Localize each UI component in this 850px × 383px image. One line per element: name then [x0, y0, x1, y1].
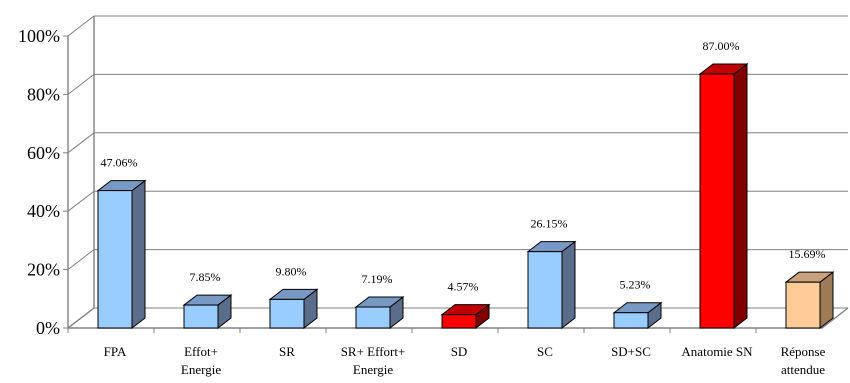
data-label: 9.80%: [276, 264, 307, 278]
bar-front: [183, 304, 219, 329]
bar: [526, 240, 577, 330]
bar: [698, 62, 749, 330]
gridline: [67, 73, 848, 95]
bar-front: [527, 251, 563, 329]
bar: [440, 303, 491, 330]
category-label: Energie: [181, 362, 221, 377]
y-tick-label: 20%: [27, 260, 60, 280]
bar: [784, 271, 835, 330]
category-label: SR+ Effort+: [341, 344, 406, 359]
category-labels: FPA Effot+ Energie SR SR+ Effort+ Energie SD SC…: [67, 328, 826, 377]
data-label: 15.69%: [789, 247, 826, 261]
bar-front: [269, 298, 305, 329]
data-label: 47.06%: [101, 156, 138, 170]
data-labels: 47.06% 7.85% 9.80% 7.19% 4.57% 26.15% 5.23% 87.…: [101, 39, 826, 294]
category-label: Effot+: [184, 344, 218, 359]
data-label: 7.85%: [190, 270, 221, 284]
bar: [96, 179, 147, 330]
category-label: Réponse: [781, 344, 826, 359]
data-label: 87.00%: [703, 39, 740, 53]
category-label: attendue: [781, 362, 825, 377]
gridline: [67, 190, 848, 212]
data-label: 26.15%: [531, 217, 568, 231]
y-axis-ticks: 0% 20% 40% 60% 80% 100%: [18, 26, 68, 338]
y-tick-label: 40%: [27, 201, 60, 221]
data-label: 7.19%: [362, 272, 393, 286]
gridline: [67, 15, 848, 37]
bar-side: [733, 62, 748, 330]
bar-front: [699, 73, 735, 329]
bar: [268, 288, 319, 330]
gridline: [67, 249, 848, 270]
bar-front: [785, 281, 821, 329]
y-tick-label: 100%: [18, 26, 60, 46]
bar: [354, 295, 405, 330]
y-tick-label: 0%: [36, 318, 60, 338]
bar-front: [355, 306, 391, 329]
category-label: SD+SC: [611, 344, 651, 359]
y-tick-label: 80%: [27, 84, 60, 104]
bar-side: [131, 179, 146, 330]
bar-front: [97, 190, 133, 329]
category-label: Anatomie SN: [681, 344, 753, 359]
floor-edge: [68, 307, 849, 329]
y-tick-label: 60%: [27, 143, 60, 163]
bar-side: [561, 240, 576, 330]
left-wall-edge: [67, 16, 95, 329]
bar-front: [613, 312, 649, 329]
category-label: SD: [451, 344, 468, 359]
bar: [182, 294, 233, 330]
category-label: SC: [537, 344, 553, 359]
bars: [96, 62, 835, 330]
gridline: [67, 132, 848, 154]
gridline: [67, 307, 848, 329]
category-label: FPA: [104, 344, 127, 359]
gridlines: [67, 15, 848, 329]
bar: [612, 301, 663, 330]
data-label: 5.23%: [620, 278, 651, 292]
category-label: SR: [279, 344, 295, 359]
category-label: Energie: [353, 362, 393, 377]
bar-front: [441, 314, 477, 329]
data-label: 4.57%: [448, 280, 479, 294]
